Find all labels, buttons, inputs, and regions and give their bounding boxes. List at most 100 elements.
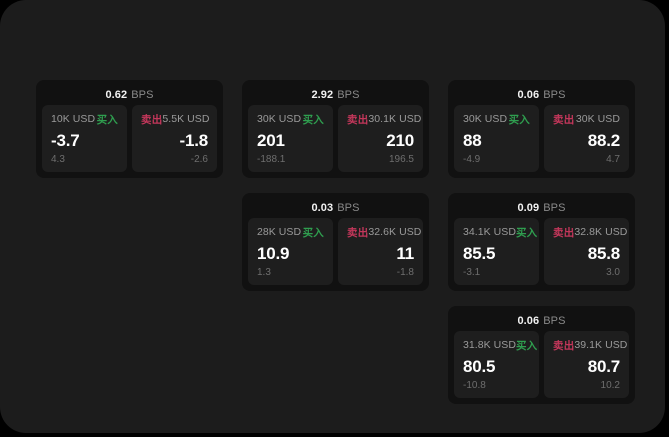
bps-unit-label: BPS <box>543 89 566 101</box>
quote-card[interactable]: 0.62 BPS 10K USD 买入 -3.7 4.3 卖出 5.5K USD -1.8 -2.… <box>36 80 223 178</box>
sell-panel-header: 卖出 32.6K USD <box>347 226 421 239</box>
sell-panel-header: 卖出 39.1K USD <box>553 339 627 352</box>
buy-panel-header: 30K USD 买入 <box>463 113 530 126</box>
quote-card[interactable]: 0.06 BPS 31.8K USD 买入 80.5 -10.8 卖出 39.1K USD 80… <box>448 306 635 404</box>
sell-panel[interactable]: 卖出 32.8K USD 85.8 3.0 <box>544 218 629 285</box>
buy-price: 85.5 <box>463 243 496 263</box>
buy-panel-header: 31.8K USD 买入 <box>463 339 537 352</box>
bps-value: 0.62 <box>105 89 128 101</box>
sell-side-tag: 卖出 <box>347 113 369 126</box>
buy-delta: -188.1 <box>257 154 286 165</box>
sell-size-label: 32.8K USD <box>574 226 628 238</box>
sell-panel[interactable]: 卖出 32.6K USD 11 -1.8 <box>338 218 423 285</box>
buy-delta: -3.1 <box>463 267 481 278</box>
buy-price: 10.9 <box>257 243 290 263</box>
buy-side-tag: 买入 <box>515 339 538 352</box>
sell-size-label: 30.1K USD <box>368 113 422 125</box>
quote-card[interactable]: 0.09 BPS 34.1K USD 买入 85.5 -3.1 卖出 32.8K USD 85.… <box>448 193 635 291</box>
sell-panel[interactable]: 卖出 39.1K USD 80.7 10.2 <box>544 331 629 398</box>
buy-panel[interactable]: 28K USD 买入 10.9 1.3 <box>248 218 333 285</box>
quote-card[interactable]: 2.92 BPS 30K USD 买入 201 -188.1 卖出 30.1K USD 210 1… <box>242 80 429 178</box>
buy-price: 88 <box>463 130 482 150</box>
sell-delta: -2.6 <box>190 154 208 165</box>
card-header: 0.09 BPS <box>454 199 629 218</box>
buy-panel-header: 10K USD 买入 <box>51 113 118 126</box>
buy-size-label: 10K USD <box>51 113 96 125</box>
buy-delta: 4.3 <box>51 154 65 165</box>
quote-column: 0.62 BPS 10K USD 买入 -3.7 4.3 卖出 5.5K USD -1.8 -2.… <box>36 80 223 178</box>
sell-side-tag: 卖出 <box>553 339 575 352</box>
sell-size-label: 5.5K USD <box>162 113 210 125</box>
sell-side-tag: 卖出 <box>141 113 163 126</box>
buy-panel-header: 28K USD 买入 <box>257 226 324 239</box>
sell-price: 88.2 <box>587 130 620 150</box>
buy-panel[interactable]: 34.1K USD 买入 85.5 -3.1 <box>454 218 539 285</box>
buy-size-label: 30K USD <box>257 113 302 125</box>
quote-card[interactable]: 0.06 BPS 30K USD 买入 88 -4.9 卖出 30K USD 88.2 4.7 <box>448 80 635 178</box>
buy-side-tag: 买入 <box>96 113 118 126</box>
buy-panel[interactable]: 10K USD 买入 -3.7 4.3 <box>42 105 127 172</box>
card-header: 0.06 BPS <box>454 86 629 105</box>
sell-size-label: 32.6K USD <box>368 226 422 238</box>
buy-panel[interactable]: 30K USD 买入 88 -4.9 <box>454 105 539 172</box>
buy-size-label: 28K USD <box>257 226 302 238</box>
bps-value: 0.06 <box>517 315 540 327</box>
quote-card[interactable]: 0.03 BPS 28K USD 买入 10.9 1.3 卖出 32.6K USD 11 -1.8 <box>242 193 429 291</box>
sell-panel-header: 卖出 32.8K USD <box>553 226 627 239</box>
buy-price: 80.5 <box>463 356 496 376</box>
sell-delta: 4.7 <box>606 154 620 165</box>
sell-price: 210 <box>386 130 414 150</box>
sell-price: 80.7 <box>587 356 620 376</box>
sell-panel-header: 卖出 30.1K USD <box>347 113 421 126</box>
sell-price: -1.8 <box>179 130 209 150</box>
buy-side-tag: 买入 <box>515 226 538 239</box>
card-body: 28K USD 买入 10.9 1.3 卖出 32.6K USD 11 -1.8 <box>248 218 423 285</box>
buy-price: 201 <box>257 130 285 150</box>
sell-panel-header: 卖出 5.5K USD <box>141 113 210 126</box>
buy-panel[interactable]: 30K USD 买入 201 -188.1 <box>248 105 333 172</box>
sell-side-tag: 卖出 <box>347 226 369 239</box>
buy-size-label: 30K USD <box>463 113 508 125</box>
sell-panel[interactable]: 卖出 30K USD 88.2 4.7 <box>544 105 629 172</box>
card-body: 34.1K USD 买入 85.5 -3.1 卖出 32.8K USD 85.8 3.0 <box>454 218 629 285</box>
bps-value: 0.06 <box>517 89 540 101</box>
buy-delta: -4.9 <box>463 154 481 165</box>
buy-side-tag: 买入 <box>508 113 530 126</box>
buy-delta: 1.3 <box>257 267 271 278</box>
quote-board: 0.62 BPS 10K USD 买入 -3.7 4.3 卖出 5.5K USD -1.8 -2.… <box>36 80 635 404</box>
sell-side-tag: 卖出 <box>553 113 575 126</box>
sell-size-label: 30K USD <box>575 113 620 125</box>
sell-panel[interactable]: 卖出 30.1K USD 210 196.5 <box>338 105 423 172</box>
bps-unit-label: BPS <box>543 315 566 327</box>
card-header: 0.62 BPS <box>42 86 217 105</box>
quote-column: 2.92 BPS 30K USD 买入 201 -188.1 卖出 30.1K USD 210 1… <box>242 80 429 291</box>
bps-value: 2.92 <box>311 89 334 101</box>
sell-delta: 10.2 <box>600 380 620 391</box>
sell-price: 85.8 <box>587 243 620 263</box>
bps-unit-label: BPS <box>543 202 566 214</box>
quote-column: 0.06 BPS 30K USD 买入 88 -4.9 卖出 30K USD 88.2 4.7 0.… <box>448 80 635 404</box>
card-header: 2.92 BPS <box>248 86 423 105</box>
sell-price: 11 <box>396 243 414 263</box>
bps-unit-label: BPS <box>337 89 360 101</box>
sell-panel[interactable]: 卖出 5.5K USD -1.8 -2.6 <box>132 105 217 172</box>
buy-size-label: 34.1K USD <box>463 226 516 238</box>
buy-panel-header: 34.1K USD 买入 <box>463 226 537 239</box>
sell-delta: 196.5 <box>388 154 414 165</box>
bps-unit-label: BPS <box>131 89 154 101</box>
buy-panel[interactable]: 31.8K USD 买入 80.5 -10.8 <box>454 331 539 398</box>
sell-size-label: 39.1K USD <box>574 339 628 351</box>
card-body: 30K USD 买入 88 -4.9 卖出 30K USD 88.2 4.7 <box>454 105 629 172</box>
bps-value: 0.03 <box>311 202 334 214</box>
bps-value: 0.09 <box>517 202 540 214</box>
card-body: 30K USD 买入 201 -188.1 卖出 30.1K USD 210 196.5 <box>248 105 423 172</box>
sell-side-tag: 卖出 <box>553 226 575 239</box>
buy-side-tag: 买入 <box>302 113 324 126</box>
bps-unit-label: BPS <box>337 202 360 214</box>
buy-price: -3.7 <box>51 130 80 150</box>
card-body: 31.8K USD 买入 80.5 -10.8 卖出 39.1K USD 80.7 10.2 <box>454 331 629 398</box>
sell-panel-header: 卖出 30K USD <box>553 113 620 126</box>
sell-delta: -1.8 <box>396 267 414 278</box>
buy-side-tag: 买入 <box>302 226 324 239</box>
